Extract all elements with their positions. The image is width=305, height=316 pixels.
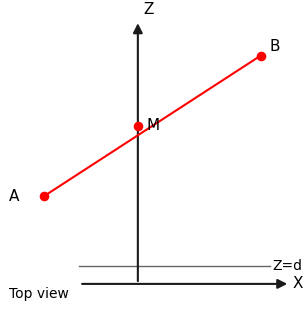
Text: Z=d: Z=d (273, 259, 303, 273)
Point (258, 53, 263, 58)
Text: B: B (270, 39, 280, 54)
Text: A: A (9, 189, 20, 204)
Point (135, 123, 140, 128)
Text: M: M (147, 118, 160, 133)
Text: Z: Z (144, 3, 154, 17)
Point (42, 193, 47, 198)
Text: X: X (293, 276, 303, 291)
Text: Top view: Top view (9, 288, 69, 301)
